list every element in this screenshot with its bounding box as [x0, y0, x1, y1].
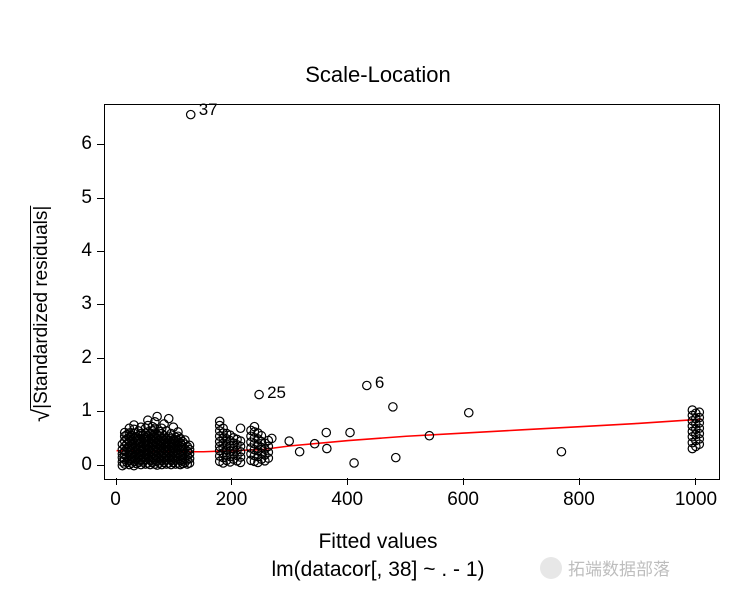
x-tick [695, 478, 696, 485]
x-tick-label: 400 [327, 489, 367, 511]
data-point [165, 414, 173, 422]
x-tick-label: 600 [443, 489, 483, 511]
data-point [557, 448, 565, 456]
y-tick-label: 6 [81, 133, 92, 155]
x-tick-label: 200 [211, 489, 251, 511]
data-point [389, 403, 397, 411]
x-tick-label: 800 [559, 489, 599, 511]
data-point [295, 448, 303, 456]
plot-area [104, 104, 720, 480]
y-tick [97, 411, 104, 412]
x-tick [579, 478, 580, 485]
x-tick [231, 478, 232, 485]
data-point [346, 428, 354, 436]
y-tick [97, 144, 104, 145]
x-tick [116, 478, 117, 485]
outlier-label: 6 [375, 373, 384, 393]
y-tick [97, 465, 104, 466]
data-point [363, 381, 371, 389]
scale-location-chart: Scale-Location √|Standardized residuals|… [0, 0, 756, 606]
y-tick-label: 4 [81, 240, 92, 262]
data-point [255, 390, 263, 398]
data-point [187, 110, 195, 118]
outlier-label: 25 [267, 383, 286, 403]
y-tick [97, 358, 104, 359]
lowess-line [117, 419, 702, 452]
outlier-label: 37 [199, 100, 218, 120]
data-point [392, 453, 400, 461]
y-tick [97, 304, 104, 305]
plot-svg [105, 105, 719, 479]
data-point [465, 409, 473, 417]
data-point [323, 444, 331, 452]
y-tick-label: 3 [81, 293, 92, 315]
data-point [153, 412, 161, 420]
y-tick [97, 251, 104, 252]
y-tick-label: 0 [81, 454, 92, 476]
y-tick [97, 198, 104, 199]
x-axis-label: Fitted values [0, 530, 756, 554]
y-tick-label: 1 [81, 400, 92, 422]
x-tick-label: 0 [96, 489, 136, 511]
data-point [350, 459, 358, 467]
x-tick [347, 478, 348, 485]
watermark: 拓端数据部落 [540, 555, 670, 580]
x-tick [463, 478, 464, 485]
watermark-text: 拓端数据部落 [568, 555, 670, 580]
data-point [236, 424, 244, 432]
data-point [285, 437, 293, 445]
y-axis-label: √|Standardized residuals| [28, 206, 56, 422]
x-tick-label: 1000 [675, 489, 715, 511]
y-tick-label: 2 [81, 347, 92, 369]
watermark-bubble-icon [540, 557, 562, 579]
chart-title: Scale-Location [0, 62, 756, 88]
data-point [322, 428, 330, 436]
y-tick-label: 5 [81, 187, 92, 209]
